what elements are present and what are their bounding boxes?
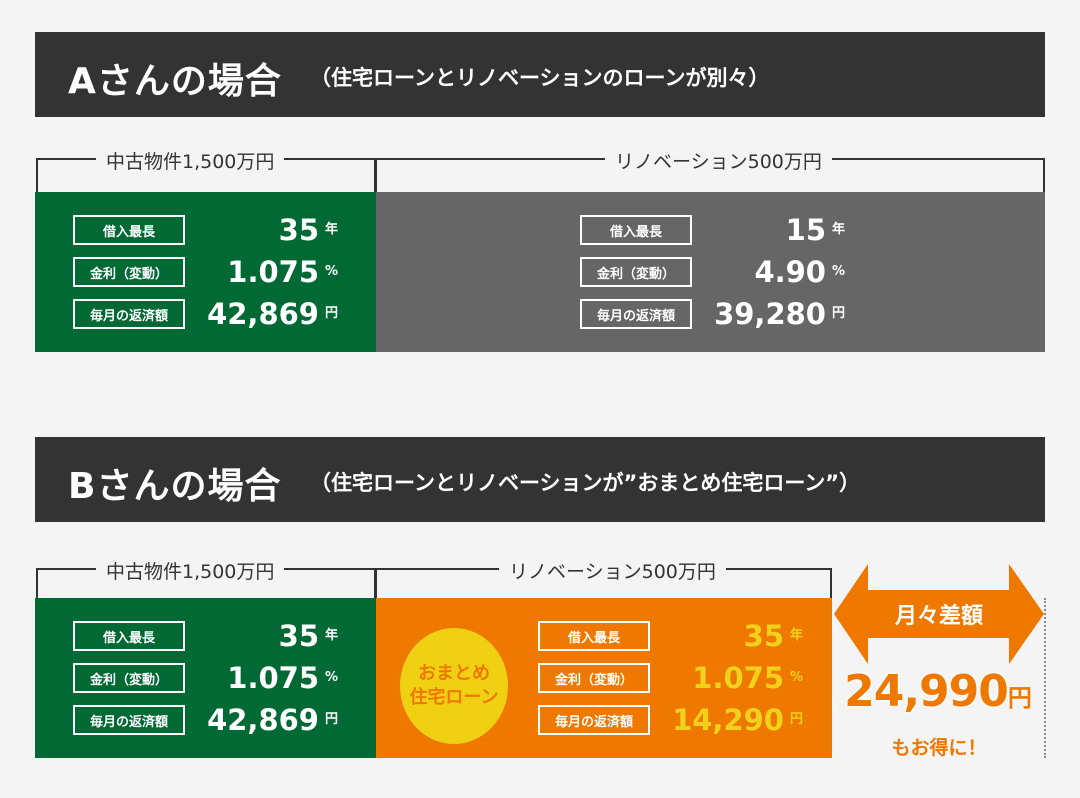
interest-value: 4.90 (754, 255, 826, 289)
renovation-label: リノベーション500万円 (605, 147, 832, 174)
property-bracket: 中古物件1,500万円 (36, 147, 376, 194)
renovation-bracket: リノベーション500万円 (375, 557, 832, 604)
case-a-header: Aさんの場合 （住宅ローンとリノベーションのローンが別々） (35, 32, 1045, 117)
loan-term-value: 35 (743, 619, 784, 653)
case-a-subtitle: （住宅ローンとリノベーションのローンが別々） (310, 66, 770, 90)
unit: 円 (790, 712, 804, 727)
difference-label: 月々差額 (894, 604, 983, 629)
interest-value: 1.075 (227, 661, 319, 695)
badge-text: おまとめ 住宅ローン (409, 662, 499, 708)
loan-term-label: 借入最長 (73, 621, 185, 651)
interest-label: 金利（変動） (73, 257, 185, 287)
renovation-label: リノベーション500万円 (499, 557, 726, 584)
unit: % (790, 670, 804, 685)
renovation-bracket: リノベーション500万円 (375, 147, 1045, 194)
monthly-label: 毎月の返済額 (538, 705, 650, 735)
monthly-label: 毎月の返済額 (73, 299, 185, 329)
monthly-label: 毎月の返済額 (73, 705, 185, 735)
loan-term-label: 借入最長 (73, 215, 185, 245)
unit: 円 (325, 306, 339, 321)
case-a-title: Aさんの場合 (68, 61, 282, 102)
difference-note: もお得に！ (891, 737, 987, 759)
monthly-value: 42,869 (207, 703, 319, 737)
unit: 年 (325, 628, 339, 643)
monthly-label: 毎月の返済額 (580, 299, 692, 329)
unit: 円 (832, 306, 846, 321)
unit: 円 (325, 712, 339, 727)
monthly-value: 39,280 (714, 297, 826, 331)
interest-value: 1.075 (692, 661, 784, 695)
case-b-title: Bさんの場合 (68, 466, 282, 507)
monthly-value: 14,290 (672, 703, 784, 737)
monthly-value: 42,869 (207, 297, 319, 331)
property-bracket: 中古物件1,500万円 (36, 557, 376, 604)
case-b-renovation-box: おまとめ 住宅ローン 借入最長 35 年 金利（変動） 1.075% 毎月の返済額 14… (376, 598, 832, 758)
difference-value: 24,990 (844, 666, 1009, 717)
property-label: 中古物件1,500万円 (96, 557, 285, 584)
loan-term-value: 15 (785, 213, 826, 247)
case-b-subtitle: （住宅ローンとリノベーションが”おまとめ住宅ローン”） (310, 471, 861, 495)
property-label: 中古物件1,500万円 (96, 147, 285, 174)
loan-term-value: 35 (278, 619, 319, 653)
interest-label: 金利（変動） (538, 663, 650, 693)
case-a-renovation-box: 借入最長 15 年 金利（変動） 4.90% 毎月の返済額 39,280 円 (376, 192, 1045, 352)
case-b-property-box: 借入最長 35 年 金利（変動） 1.075% 毎月の返済額 42,869 円 (35, 598, 376, 758)
omatome-badge: おまとめ 住宅ローン (400, 628, 508, 744)
unit: 年 (832, 222, 846, 237)
double-arrow-icon (834, 564, 1044, 664)
unit: 年 (790, 628, 804, 643)
unit: % (325, 670, 339, 685)
loan-term-label: 借入最長 (580, 215, 692, 245)
case-b-header: Bさんの場合 （住宅ローンとリノベーションが”おまとめ住宅ローン”） (35, 437, 1045, 522)
unit: % (325, 264, 339, 279)
dotted-divider (1044, 598, 1046, 758)
interest-label: 金利（変動） (73, 663, 185, 693)
unit: 年 (325, 222, 339, 237)
unit: % (832, 264, 846, 279)
interest-label: 金利（変動） (580, 257, 692, 287)
interest-value: 1.075 (227, 255, 319, 289)
difference-unit: 円 (1007, 684, 1032, 712)
difference-amount: 24,990円 (828, 664, 1048, 729)
loan-term-label: 借入最長 (538, 621, 650, 651)
loan-term-value: 35 (278, 213, 319, 247)
case-a-property-box: 借入最長 35 年 金利（変動） 1.075% 毎月の返済額 42,869 円 (35, 192, 376, 352)
